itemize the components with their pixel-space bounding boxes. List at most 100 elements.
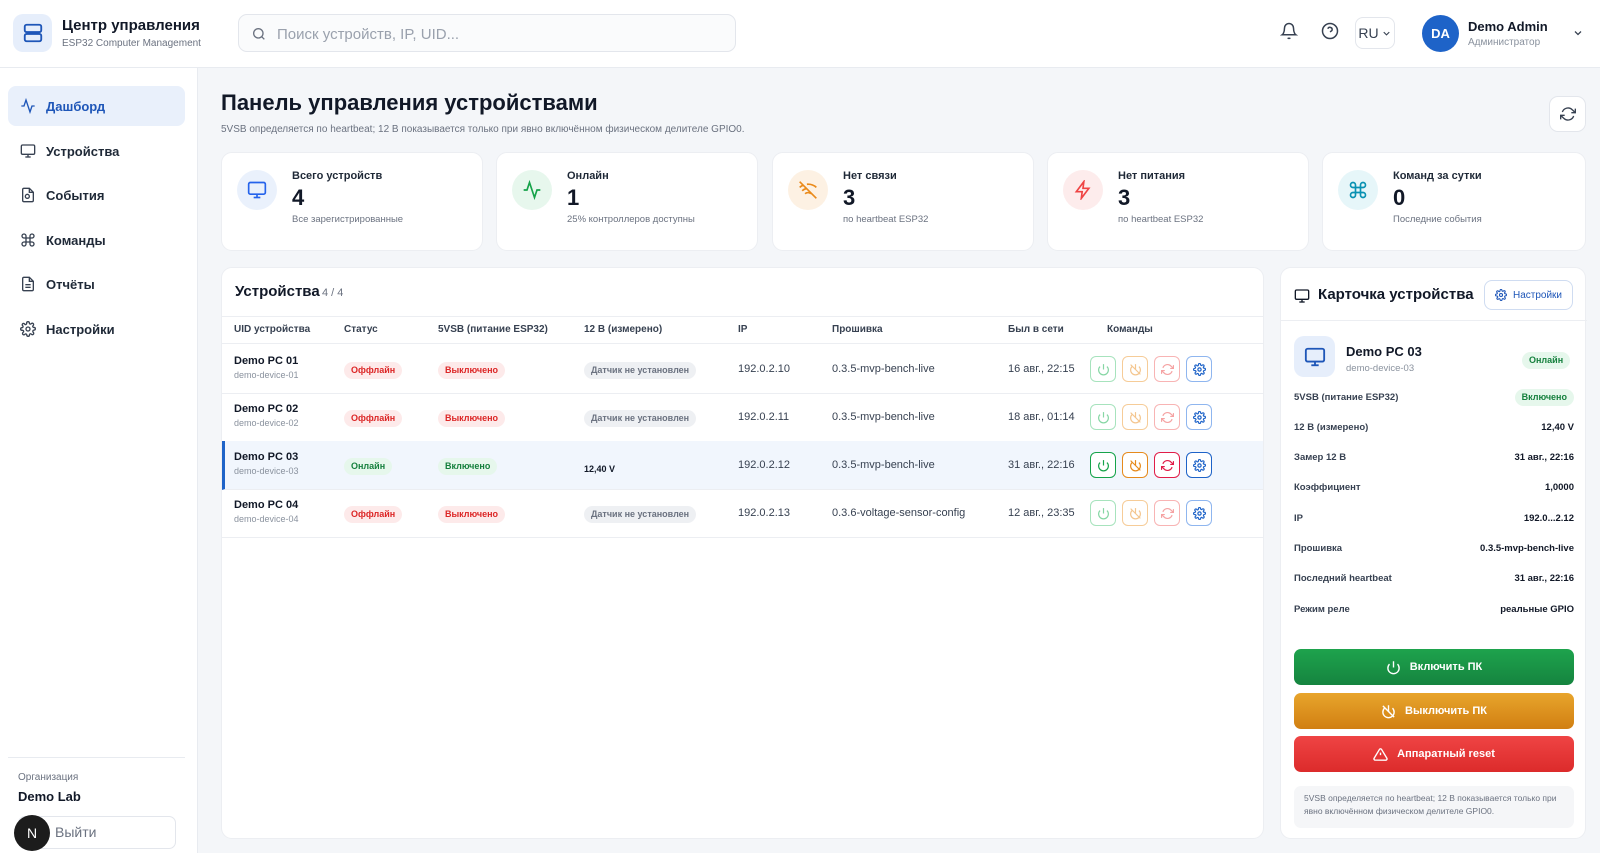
device-uid: demo-device-03 [1346,363,1415,374]
command-icon [21,233,35,247]
device-field-row: IP 192.0...2.12 [1294,510,1574,526]
monitor-icon [20,144,36,158]
search-box[interactable] [238,14,736,52]
reset-command-button[interactable] [1154,452,1180,478]
activity-icon [512,170,552,210]
table-row[interactable]: Demo PC 02 demo-device-02 Оффлайн Выключено… [222,393,1263,442]
table-row[interactable]: Demo PC 03 demo-device-03 Онлайн Включено 12… [222,441,1263,490]
settings-command-button[interactable] [1186,452,1212,478]
sidebar-item-events[interactable]: События [8,175,185,215]
language-select[interactable]: RU [1355,17,1395,49]
field-value: 31 авг., 22:16 [1514,452,1574,464]
stat-label: Всего устройств [292,170,383,182]
table-row[interactable]: Demo PC 01 demo-device-01 Оффлайн Выключено… [222,345,1263,394]
status-pill: Датчик не установлен [584,506,697,523]
voltage-cell: Датчик не установлен [584,360,697,379]
settings-command-button[interactable] [1186,500,1212,526]
page-subtitle: 5VSB определяется по heartbeat; 12 В пок… [221,124,745,135]
sidebar-item-devices[interactable]: Устройства [8,131,185,171]
sidebar-item-settings[interactable]: Настройки [8,309,185,349]
stat-note: Последние события [1393,214,1482,225]
user-badge[interactable]: N [14,815,50,851]
device-name: Demo PC 03 [234,451,299,463]
status-badge-text: Онлайн [1522,352,1571,369]
voltage-value: 12,40 V [584,464,616,474]
power-on-command-button[interactable] [1090,452,1116,478]
device-name: Demo PC 02 [234,403,299,415]
field-value: Включено [1514,388,1574,406]
gear-icon [20,321,36,337]
user-name: Demo Admin [1468,19,1548,34]
firmware-cell: 0.3.6-voltage-sensor-config [832,507,966,519]
voltage-cell: Датчик не установлен [584,408,697,427]
sidebar-item-reports[interactable]: Отчёты [8,264,185,304]
help-icon[interactable] [1321,22,1339,40]
bell-icon[interactable] [1280,22,1298,40]
hardware-reset-button[interactable]: Аппаратный reset [1294,736,1574,772]
power-off-command-button[interactable] [1122,356,1148,382]
device-settings-button[interactable]: Настройки [1484,280,1573,310]
column-header[interactable]: Статус [344,324,378,335]
refresh-button[interactable] [1549,96,1586,132]
field-label: 12 В (измерено) [1294,421,1369,433]
reset-command-button[interactable] [1154,356,1180,382]
reset-command-button[interactable] [1154,500,1180,526]
warning-icon [1373,747,1388,761]
commands-cell [1090,356,1212,382]
field-value: 0.3.5-mvp-bench-live [1480,543,1574,554]
table-row[interactable]: Demo PC 04 demo-device-04 Оффлайн Выключено… [222,489,1263,538]
status-cell: Оффлайн [344,504,403,523]
column-header[interactable]: 5VSB (питание ESP32) [438,324,548,335]
devices-table-card: Устройства 4 / 4 UID устройства Статус 5… [221,267,1264,839]
status-pill: Датчик не установлен [584,362,697,379]
power-off-button[interactable]: Выключить ПК [1294,693,1574,729]
device-card-note: 5VSB определяется по heartbeat; 12 В пок… [1294,786,1574,828]
stat-value: 3 [843,185,856,210]
status-pill: Оффлайн [344,410,403,427]
power-off-command-button[interactable] [1122,404,1148,430]
reset-command-button[interactable] [1154,404,1180,430]
column-header[interactable]: IP [738,324,748,335]
ip-cell: 192.0.2.10 [738,363,790,375]
power-off-command-button[interactable] [1122,500,1148,526]
voltage-cell: 12,40 V [584,459,615,477]
field-value: 192.0...2.12 [1523,512,1574,524]
settings-command-button[interactable] [1186,404,1212,430]
status-pill: Выключено [438,362,506,379]
power-off-command-button[interactable] [1122,452,1148,478]
status-pill: Датчик не установлен [584,410,697,427]
commands-cell [1090,452,1212,478]
device-uid-cell: Demo PC 03 demo-device-03 [234,451,299,476]
column-header[interactable]: 12 В (измерено) [584,324,663,335]
power-on-command-button[interactable] [1090,500,1116,526]
power-on-button[interactable]: Включить ПК [1294,649,1574,685]
power-on-command-button[interactable] [1090,404,1116,430]
commands-cell [1090,404,1212,430]
column-header[interactable]: Прошивка [832,324,883,335]
power-on-command-button[interactable] [1090,356,1116,382]
search-input[interactable] [277,23,717,45]
status-pill: Выключено [438,506,506,523]
column-header[interactable]: UID устройства [234,324,311,335]
column-header[interactable]: Был в сети [1008,324,1064,335]
avatar[interactable]: DA [1422,15,1459,52]
sidebar-item-label: События [46,187,105,203]
commands-cell [1090,500,1212,526]
field-label: IP [1294,512,1303,524]
last-seen-cell: 31 авг., 22:16 [1008,459,1075,471]
power-off-label: Выключить ПК [1405,705,1487,717]
chevron-down-icon [1382,31,1390,36]
stat-label: Команд за сутки [1393,170,1482,182]
hardware-reset-label: Аппаратный reset [1397,748,1495,760]
last-seen-cell: 12 авг., 23:35 [1008,507,1075,519]
firmware-cell: 0.3.5-mvp-bench-live [832,459,935,471]
column-header[interactable]: Команды [1107,324,1153,335]
device-name: Demo PC 04 [234,499,299,511]
sidebar-item-commands[interactable]: Команды [8,220,185,260]
settings-command-button[interactable] [1186,356,1212,382]
user-menu-chevron-icon[interactable] [1572,27,1584,39]
search-icon [252,28,265,40]
power-on-label: Включить ПК [1409,661,1483,673]
sidebar-item-dashboard[interactable]: Дашборд [8,86,185,126]
firmware-cell: 0.3.5-mvp-bench-live [832,411,935,423]
